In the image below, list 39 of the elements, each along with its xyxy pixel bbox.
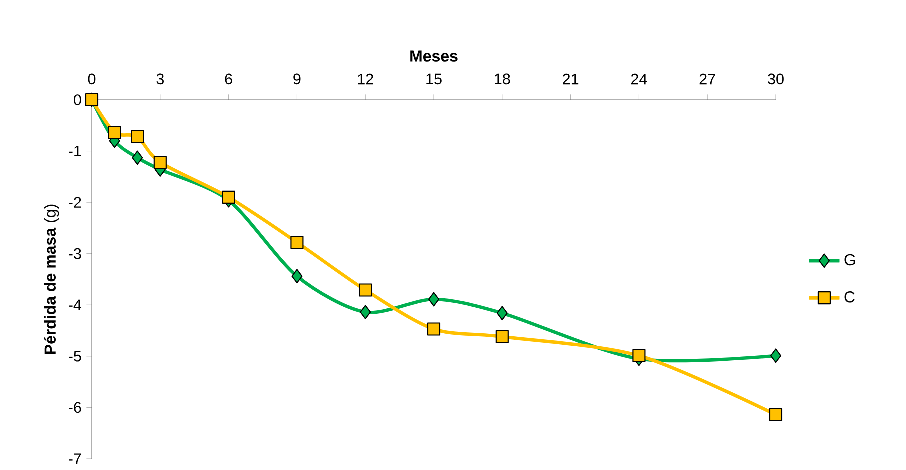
point xyxy=(632,349,646,362)
point xyxy=(359,284,372,297)
x-tick-label: 21 xyxy=(563,74,579,85)
legend-label: G xyxy=(844,254,856,266)
point xyxy=(154,156,167,170)
point xyxy=(290,236,304,250)
y-tick-label: -4 xyxy=(69,300,82,310)
point xyxy=(132,150,144,166)
legend-label: C xyxy=(844,292,855,303)
point xyxy=(770,348,782,364)
point xyxy=(360,305,372,320)
y-axis-title: Pérdida de masa (g) xyxy=(44,204,60,354)
point xyxy=(131,130,144,144)
y-tick-label: -5 xyxy=(69,351,82,362)
y-tick-label: 0 xyxy=(74,94,82,106)
y-tick-label: -2 xyxy=(69,197,82,208)
point xyxy=(222,190,236,204)
y-tick-label: -1 xyxy=(69,146,82,157)
x-tick-label: 12 xyxy=(358,74,374,85)
x-tick-label: 3 xyxy=(156,74,164,85)
x-tick-label: 27 xyxy=(700,74,716,85)
y-tick-label: -7 xyxy=(69,454,82,464)
x-tick-label: 6 xyxy=(225,74,232,85)
y-tick-label: -3 xyxy=(69,248,82,260)
x-tick-label: 0 xyxy=(88,74,96,85)
point xyxy=(428,292,440,307)
x-tick-label: 24 xyxy=(631,74,648,85)
x-tick-label: 18 xyxy=(495,74,510,85)
x-tick-label: 15 xyxy=(426,74,442,85)
point xyxy=(496,306,508,321)
point xyxy=(292,269,303,284)
x-axis-title: Meses xyxy=(410,50,458,62)
point xyxy=(108,126,122,140)
y-tick-label: -6 xyxy=(69,402,82,414)
x-tick-label: 9 xyxy=(294,74,301,85)
point xyxy=(427,322,441,336)
point xyxy=(769,408,783,422)
x-tick-label: 30 xyxy=(768,74,784,85)
point xyxy=(496,330,509,344)
